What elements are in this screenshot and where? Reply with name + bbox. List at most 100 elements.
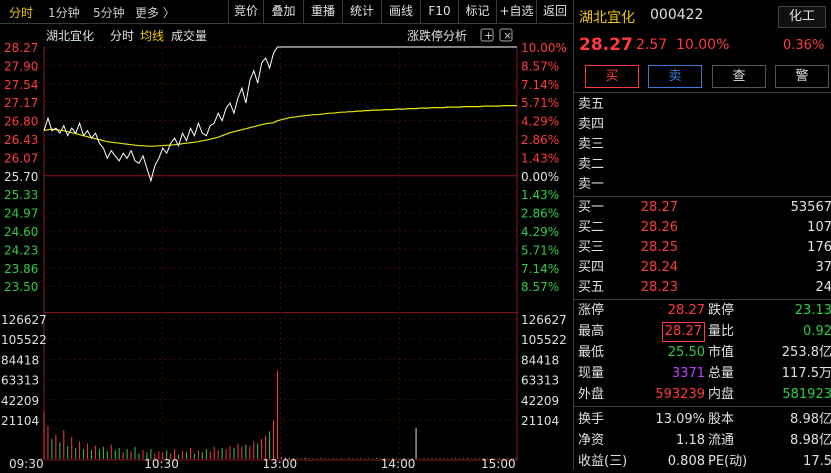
stat-value: 0.808 — [667, 454, 705, 469]
legend-vol: 成交量 — [171, 28, 207, 43]
plus-icon[interactable]: + — [480, 28, 494, 42]
stat-row: 现量 3371 总量 117.5万 — [578, 363, 831, 384]
stat-value: 28.27 — [667, 303, 705, 318]
stat-label: 市值 — [708, 345, 735, 360]
price-tick-label: 25.70 — [4, 170, 38, 184]
stat-row: 最低 25.50 市值 253.8亿 — [578, 342, 831, 363]
bid-row[interactable]: 买二 28.26 107 — [578, 218, 831, 238]
pct-tick-label: 8.57% — [521, 280, 559, 294]
vol-tick-label: 42209 — [1, 394, 39, 408]
bid-row[interactable]: 买四 28.24 37 — [578, 258, 831, 278]
price-tick-label: 27.54 — [4, 78, 38, 92]
vol-tick-label: 63313 — [1, 374, 39, 388]
pct-tick-label: 7.14% — [521, 78, 559, 92]
alert-button[interactable]: 警 — [775, 65, 829, 88]
bid-row[interactable]: 买五 28.23 24 — [578, 278, 831, 298]
bid-price: 28.27 — [640, 200, 678, 215]
pct-tick-label: 10.00% — [521, 41, 567, 55]
price-tick-label: 23.50 — [4, 280, 38, 294]
bid-label: 买二 — [578, 220, 605, 235]
bid-volume: 53567 — [790, 200, 831, 215]
tab-more[interactable]: 更多 〉 — [135, 6, 175, 20]
pct-tick-label: 1.43% — [521, 151, 559, 165]
price-tick-label: 26.43 — [4, 133, 38, 147]
intraday-chart[interactable]: 湖北宜化 分时 均线 成交量 涨跌停分析 + × 28.27 27.90 27.54… — [0, 24, 573, 471]
price-tick-label: 24.60 — [4, 225, 38, 239]
bid-label: 买五 — [578, 280, 605, 295]
ask-row: 卖三 — [578, 135, 831, 155]
stat-label: 跌停 — [708, 303, 735, 318]
bid-price: 28.25 — [640, 240, 678, 255]
stat-value: 8.98亿 — [790, 433, 831, 448]
stat-label: 流通 — [708, 433, 735, 448]
vol-tick-label: 105522 — [1, 333, 47, 347]
bid-row[interactable]: 买一 28.27 53567 — [578, 198, 831, 218]
mark-button[interactable]: 标记 — [458, 0, 496, 23]
pct-tick-label: 8.57% — [521, 59, 559, 73]
bid-price: 28.23 — [640, 280, 678, 295]
stock-code: 000422 — [650, 7, 704, 23]
divider — [574, 299, 831, 300]
ask-row: 卖二 — [578, 155, 831, 175]
auction-button[interactable]: 竞价 — [228, 0, 263, 23]
bid-row[interactable]: 买三 28.25 176 — [578, 238, 831, 258]
bid-volume: 107 — [807, 220, 831, 235]
stat-row: 涨停 28.27 跌停 23.13 — [578, 300, 831, 321]
price-change: 2.57 — [636, 37, 668, 53]
sell-button[interactable]: 卖 — [648, 65, 702, 88]
f10-button[interactable]: F10 — [420, 0, 458, 23]
bid-volume: 24 — [815, 280, 831, 295]
bid-volume: 176 — [807, 240, 831, 255]
tab-1min[interactable]: 1分钟 — [48, 6, 80, 20]
stat-label: 最低 — [578, 345, 605, 360]
stat-value: 8.98亿 — [790, 412, 831, 427]
sector-change-pct: 0.36% — [783, 38, 825, 53]
ask-row: 卖四 — [578, 115, 831, 135]
ask-label: 卖五 — [578, 97, 605, 112]
tab-5min[interactable]: 5分钟 — [93, 6, 125, 20]
stat-label: 量比 — [708, 324, 735, 339]
stat-label: 最高 — [578, 324, 605, 339]
vol-tick-label: 126627 — [521, 313, 567, 327]
ask-label: 卖四 — [578, 117, 605, 132]
limit-analysis-link[interactable]: 涨跌停分析 — [407, 28, 467, 43]
stat-row: 最高 28.27 量比 0.92 — [578, 321, 831, 342]
ask-label: 卖一 — [578, 177, 605, 192]
pct-tick-label: 5.71% — [521, 96, 559, 110]
stat-value: 117.5万 — [781, 366, 831, 381]
time-tick-label: 15:00 — [481, 457, 516, 470]
stat-row: 收益(三) 0.808 PE(动) 17.5 — [578, 451, 831, 472]
bid-price: 28.26 — [640, 220, 678, 235]
vol-tick-label: 42209 — [521, 394, 559, 408]
bid-label: 买四 — [578, 260, 605, 275]
intraday-chart-svg: 湖北宜化 分时 均线 成交量 涨跌停分析 + × 28.27 27.90 27.54… — [1, 28, 567, 471]
vol-tick-label: 21104 — [521, 414, 559, 428]
ask-row: 卖五 — [578, 95, 831, 115]
stats-button[interactable]: 统计 — [342, 0, 381, 23]
stat-label: 净资 — [578, 433, 605, 448]
replay-button[interactable]: 重播 — [303, 0, 342, 23]
add-watchlist-button[interactable]: +自选 — [496, 0, 536, 23]
bid-label: 买一 — [578, 200, 605, 215]
pct-tick-label: 2.86% — [521, 207, 559, 221]
current-price: 28.27 — [579, 35, 633, 55]
stat-row: 净资 1.18 流通 8.98亿 — [578, 430, 831, 451]
sector-badge[interactable]: 化工 — [778, 6, 826, 28]
back-button[interactable]: 返回 — [536, 0, 573, 23]
divider — [574, 92, 831, 93]
overlay-button[interactable]: 叠加 — [263, 0, 303, 23]
time-tick-label: 10:30 — [144, 457, 179, 470]
buy-button[interactable]: 买 — [585, 65, 639, 88]
tab-timeshare[interactable]: 分时 — [9, 6, 34, 20]
price-tick-label: 27.17 — [4, 96, 38, 110]
query-button[interactable]: 查 — [712, 65, 766, 88]
stat-value: 13.09% — [655, 412, 705, 427]
trade-buttons: 买 卖 查 警 — [579, 65, 829, 88]
stat-label: 股本 — [708, 412, 735, 427]
stat-label: 内盘 — [708, 387, 735, 402]
draw-line-button[interactable]: 画线 — [381, 0, 420, 23]
pct-tick-label: 4.29% — [521, 115, 559, 129]
price-change-pct: 10.00% — [676, 37, 730, 53]
close-icon[interactable]: × — [499, 28, 513, 42]
stat-row: 换手 13.09% 股本 8.98亿 — [578, 409, 831, 430]
